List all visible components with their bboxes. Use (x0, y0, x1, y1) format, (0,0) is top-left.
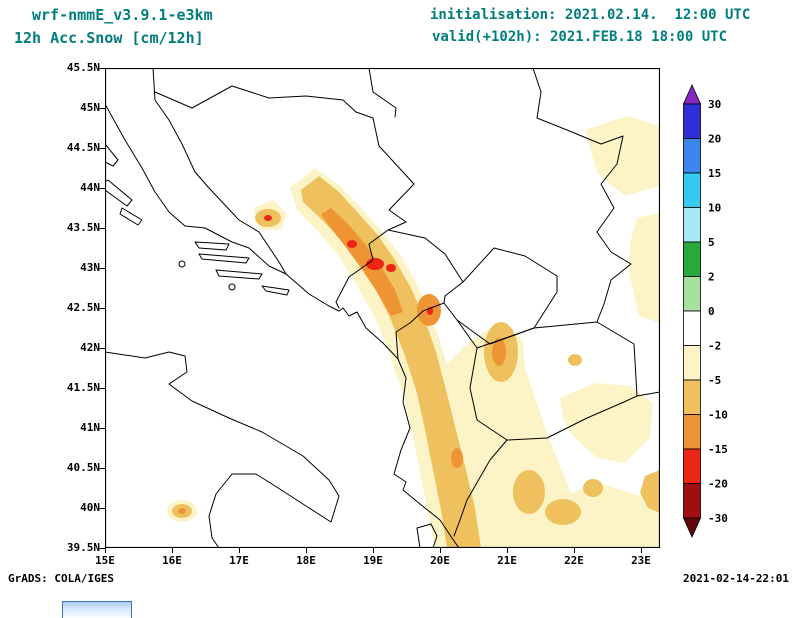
y-axis-tick-label: 40.5N (66, 461, 100, 474)
colorbar-tick-label: 2 (708, 271, 715, 284)
y-axis-tick-label: 45N (80, 101, 100, 114)
x-axis-tick-label: 21E (497, 554, 517, 567)
colorbar: 30 20 15 10 5 2 0 -2 -5 -10 -15 -20 -30 (682, 84, 753, 544)
y-axis-tick-label: 41N (80, 421, 100, 434)
colorbar-arrow-bottom (682, 517, 702, 538)
x-axis-tick (440, 548, 441, 553)
y-axis-tick (99, 388, 105, 389)
colorbar-tick-label: 0 (708, 305, 715, 318)
y-axis-tick (99, 308, 105, 309)
x-axis-tick (373, 548, 374, 553)
y-axis-tick (99, 108, 105, 109)
x-axis-tick (574, 548, 575, 553)
snow-shaded-contours (167, 116, 660, 548)
colorbar-segment (683, 241, 701, 277)
x-axis-tick-label: 22E (564, 554, 584, 567)
country-borders (152, 68, 660, 537)
field-title: 12h Acc.Snow [cm/12h] (14, 29, 204, 47)
x-axis-tick-label: 18E (296, 554, 316, 567)
y-axis-tick-label: 44.5N (66, 141, 100, 154)
colorbar-tick-label: -15 (708, 443, 728, 456)
y-axis-tick (99, 508, 105, 509)
colorbar-segment (683, 310, 701, 346)
y-axis-tick-label: 44N (80, 181, 100, 194)
colorbar-tick-label: -2 (708, 340, 721, 353)
y-axis-tick-label: 39.5N (66, 541, 100, 554)
colorbar-tick-label: 30 (708, 98, 721, 111)
x-axis-tick-label: 15E (95, 554, 115, 567)
coastlines (105, 103, 460, 548)
model-name: wrf-nmmE_v3.9.1-e3km (32, 6, 213, 24)
y-axis-tick (99, 268, 105, 269)
x-axis-tick-label: 20E (430, 554, 450, 567)
creation-timestamp: 2021-02-14-22:01 (683, 572, 789, 585)
y-axis-tick (99, 428, 105, 429)
colorbar-segment (683, 207, 701, 243)
colorbar-segment (683, 103, 701, 139)
y-axis-tick (99, 68, 105, 69)
colorbar-tick-label: 15 (708, 167, 721, 180)
taskbar-button-fragment[interactable] (62, 601, 132, 618)
y-axis-tick-label: 40N (80, 501, 100, 514)
init-time-label: initialisation: 2021.02.14. 12:00 UTC (430, 7, 751, 23)
y-axis-tick (99, 348, 105, 349)
x-axis-tick-label: 19E (363, 554, 383, 567)
colorbar-segment (683, 276, 701, 312)
colorbar-segment (683, 448, 701, 484)
colorbar-tick-label: 10 (708, 202, 721, 215)
colorbar-arrow-top (682, 84, 702, 105)
y-axis-tick-label: 43.5N (66, 221, 100, 234)
y-axis-tick-label: 42N (80, 341, 100, 354)
y-axis-tick-label: 42.5N (66, 301, 100, 314)
x-axis-tick-label: 17E (229, 554, 249, 567)
y-axis-tick-label: 41.5N (66, 381, 100, 394)
map-plot-area (105, 68, 660, 548)
x-axis-tick (507, 548, 508, 553)
colorbar-tick-label: -10 (708, 409, 728, 422)
x-axis-tick (172, 548, 173, 553)
colorbar-tick-label: -30 (708, 512, 728, 525)
snow-fill-gold (172, 176, 660, 548)
colorbar-segment (683, 345, 701, 381)
colorbar-segment (683, 138, 701, 174)
y-axis-tick (99, 148, 105, 149)
x-axis-tick-label: 23E (631, 554, 651, 567)
balkans-map-svg (105, 68, 660, 548)
colorbar-segment (683, 483, 701, 519)
y-axis-tick (99, 228, 105, 229)
x-axis-tick (641, 548, 642, 553)
snow-fill-red (264, 215, 433, 315)
y-axis-tick (99, 548, 105, 549)
y-axis-tick (99, 468, 105, 469)
grads-stamp: GrADS: COLA/IGES (8, 572, 114, 585)
y-axis-tick-label: 45.5N (66, 61, 100, 74)
x-axis-tick (105, 548, 106, 553)
colorbar-tick-label: -20 (708, 478, 728, 491)
snow-fill-orange (178, 208, 506, 514)
valid-time-label: valid(+102h): 2021.FEB.18 18:00 UTC (432, 29, 728, 45)
plot-frame (105, 68, 660, 548)
colorbar-segment (683, 414, 701, 450)
colorbar-segment (683, 172, 701, 208)
colorbar-tick-label: -5 (708, 374, 721, 387)
x-axis-tick-label: 16E (162, 554, 182, 567)
x-axis-tick (306, 548, 307, 553)
y-axis-tick-label: 43N (80, 261, 100, 274)
colorbar-tick-label: 5 (708, 236, 715, 249)
colorbar-tick-label: 20 (708, 133, 721, 146)
colorbar-segment (683, 379, 701, 415)
y-axis-tick (99, 188, 105, 189)
x-axis-tick (239, 548, 240, 553)
